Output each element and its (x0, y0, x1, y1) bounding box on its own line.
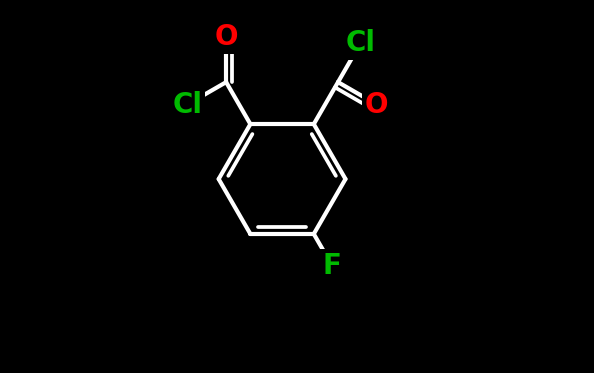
Text: Cl: Cl (345, 29, 375, 57)
Text: Cl: Cl (172, 91, 203, 119)
Text: F: F (323, 252, 342, 280)
Text: O: O (365, 91, 388, 119)
Text: O: O (214, 23, 238, 51)
